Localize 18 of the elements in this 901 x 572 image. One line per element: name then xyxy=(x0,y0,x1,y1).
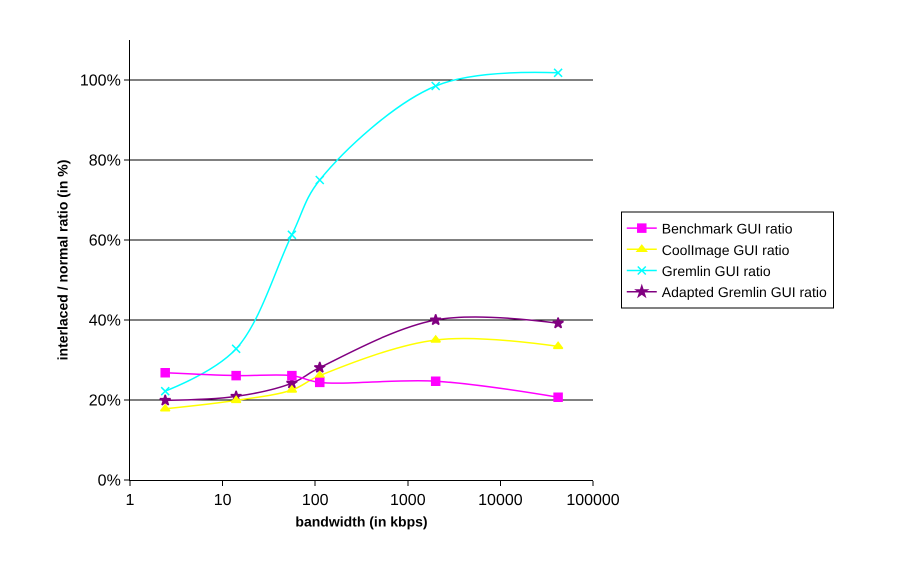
legend-label: Benchmark GUI ratio xyxy=(662,220,793,237)
x-axis-title: bandwidth (in kbps) xyxy=(295,514,428,530)
y-tick-label: 60% xyxy=(88,232,121,250)
x-tick-label: 100000 xyxy=(566,492,620,510)
x-tick-label: 10 xyxy=(214,492,232,510)
x-tick-label: 100 xyxy=(302,492,329,510)
legend-label: Adapted Gremlin GUI ratio xyxy=(662,284,827,300)
y-axis-title: interlaced / normal ratio (in %) xyxy=(54,160,70,360)
y-tick-label: 0% xyxy=(98,472,121,490)
x-tick-label: 1000 xyxy=(390,492,426,510)
legend-label: CoolImage GUI ratio xyxy=(662,242,790,258)
x-tick-label: 10000 xyxy=(478,492,523,510)
y-tick-label: 40% xyxy=(88,312,121,330)
y-tick-label: 20% xyxy=(88,392,121,410)
y-tick-label: 80% xyxy=(88,152,121,170)
legend-label: Gremlin GUI ratio xyxy=(662,262,771,279)
x-tick-label: 1 xyxy=(126,492,135,510)
y-tick-label: 100% xyxy=(80,72,121,90)
